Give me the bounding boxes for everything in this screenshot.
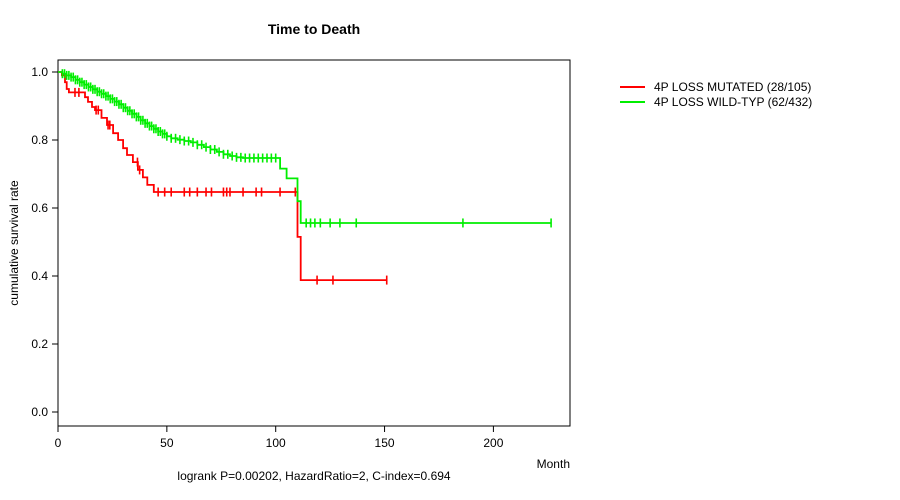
y-tick-label: 0.6: [31, 201, 48, 215]
stats-annotation: logrank P=0.00202, HazardRatio=2, C-inde…: [177, 469, 451, 483]
y-tick-label: 0.2: [31, 337, 48, 351]
y-tick-label: 0.4: [31, 269, 48, 283]
x-tick-label: 200: [483, 436, 503, 450]
x-tick-label: 50: [160, 436, 174, 450]
legend: 4P LOSS MUTATED (28/105) 4P LOSS WILD-TY…: [620, 79, 812, 110]
legend-item-mutated: 4P LOSS MUTATED (28/105): [620, 79, 812, 95]
x-tick-label: 150: [375, 436, 395, 450]
x-axis-label: Month: [536, 457, 570, 471]
x-tick-label: 0: [55, 436, 62, 450]
mutated-survival-curve: [58, 71, 387, 281]
x-tick-label: 100: [266, 436, 286, 450]
legend-label-mutated: 4P LOSS MUTATED (28/105): [654, 79, 812, 94]
y-tick-label: 1.0: [31, 65, 48, 79]
y-tick-label: 0.0: [31, 405, 48, 419]
legend-line-wildtype-icon: [620, 101, 645, 104]
legend-item-wildtype: 4P LOSS WILD-TYP (62/432): [620, 95, 812, 111]
wildtype-survival-curve: [58, 71, 552, 224]
chart-title: Time to Death: [267, 21, 361, 37]
legend-line-mutated-icon: [620, 85, 645, 88]
legend-label-wildtype: 4P LOSS WILD-TYP (62/432): [654, 95, 813, 110]
plot-border: [57, 59, 571, 427]
y-axis-label: cumulative survival rate: [7, 180, 21, 306]
y-tick-label: 0.8: [31, 133, 48, 147]
